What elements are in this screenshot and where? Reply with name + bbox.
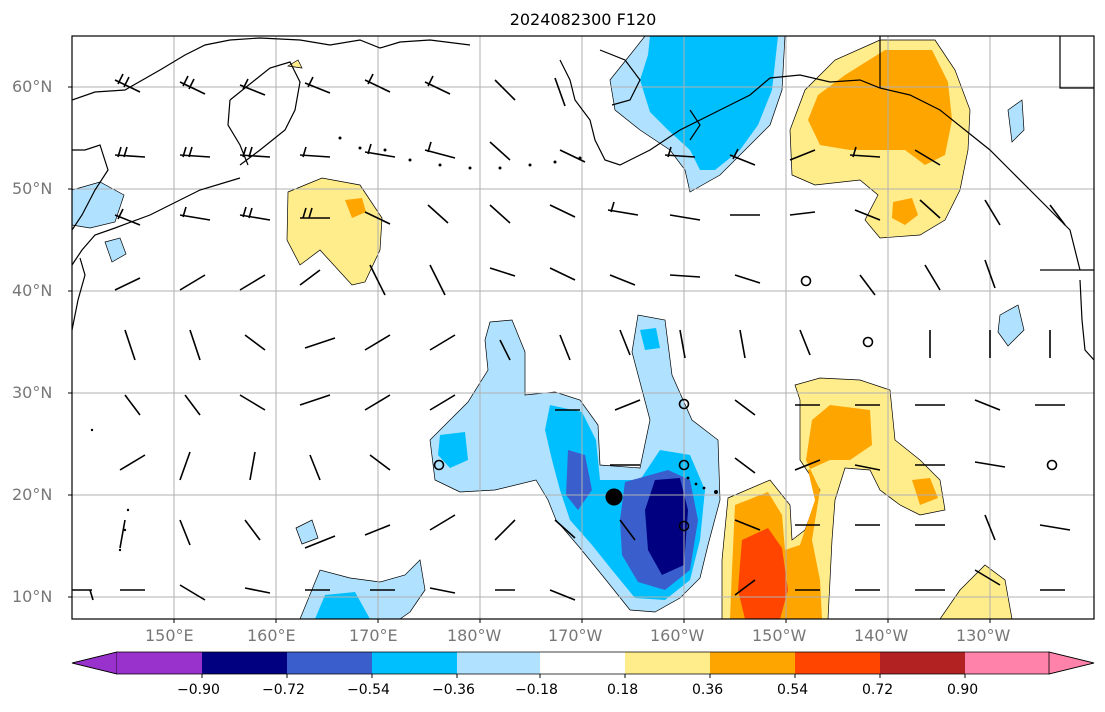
map-title: 2024082300 F120 (509, 10, 657, 29)
fill-sw-deepsky (315, 592, 370, 619)
colorbar-swatch-8 (710, 652, 795, 674)
colorbar-swatch-10 (880, 652, 965, 674)
colorbar-ticks (201, 674, 966, 678)
colorbar-label-4: −0.18 (515, 682, 558, 698)
lat-label-50n: 50°N (12, 179, 53, 198)
fill-south-red (738, 528, 788, 619)
fill-small-blue-c (1007, 99, 1025, 143)
fill-nw-orange (345, 198, 366, 218)
fill-small-blue-b (997, 304, 1025, 347)
colorbar-swatch-0 (71, 651, 118, 675)
fill-alaska-orange (808, 50, 952, 165)
island-marks (90, 136, 718, 552)
colorbar-swatch-3 (287, 652, 372, 674)
colorbar-label-3: −0.36 (432, 682, 475, 698)
colorbar-label-7: 0.54 (777, 682, 809, 698)
lon-label-150e: 150°E (145, 626, 194, 645)
lon-label-160e: 160°E (247, 626, 296, 645)
fill-small-blue-a (295, 519, 319, 545)
lon-label-130w: 130°W (956, 626, 1011, 645)
lon-label-160w: 160°W (650, 626, 705, 645)
storm-center-marker (605, 488, 623, 506)
fill-central-blue-2 (438, 432, 468, 468)
fill-bering-deepsky (640, 36, 778, 170)
fill-central-blue-3 (640, 328, 660, 350)
fill-west-blue-2 (104, 237, 127, 263)
lon-label-150w: 150°W (752, 626, 807, 645)
lat-label-20n: 20°N (12, 485, 53, 504)
fill-south-orange-2 (912, 478, 938, 505)
colorbar-swatch-1 (117, 652, 202, 674)
colorbar-swatch-4 (372, 652, 457, 674)
wind-barbs (72, 73, 1071, 601)
anomaly-fields (72, 36, 1025, 619)
lon-label-180w: 180°W (447, 626, 502, 645)
colorbar-swatch-5 (457, 652, 540, 674)
colorbar-swatch-2 (202, 652, 287, 674)
fill-central-navy (645, 478, 688, 575)
colorbar-label-1: −0.72 (262, 682, 305, 698)
colorbar (71, 651, 1095, 675)
fill-alaska-orange-2 (892, 198, 918, 225)
colorbar-swatch-12 (1048, 651, 1095, 675)
colorbar-swatch-9 (795, 652, 880, 674)
lon-label-170w: 170°W (548, 626, 603, 645)
fill-se-yellow (939, 564, 1013, 619)
lat-label-40n: 40°N (12, 281, 53, 300)
colorbar-swatch-6 (540, 652, 625, 674)
lat-label-30n: 30°N (12, 383, 53, 402)
colorbar-swatch-11 (965, 652, 1049, 674)
lat-label-10n: 10°N (12, 587, 53, 606)
colorbar-label-8: 0.72 (862, 682, 894, 698)
colorbar-label-2: −0.54 (347, 682, 390, 698)
calm-markers (433, 275, 1058, 532)
lat-label-60n: 60°N (12, 77, 53, 96)
colorbar-label-5: 0.18 (607, 682, 639, 698)
colorbar-label-6: 0.36 (692, 682, 724, 698)
lon-label-140w: 140°W (854, 626, 909, 645)
map-frame (71, 35, 1095, 620)
colorbar-label-0: −0.90 (177, 682, 220, 698)
coastlines (72, 36, 1094, 361)
graticule (72, 36, 1094, 619)
colorbar-label-9: 0.90 (947, 682, 979, 698)
lon-label-170e: 170°E (349, 626, 398, 645)
axis-ticks (68, 86, 991, 623)
colorbar-swatch-7 (625, 652, 710, 674)
